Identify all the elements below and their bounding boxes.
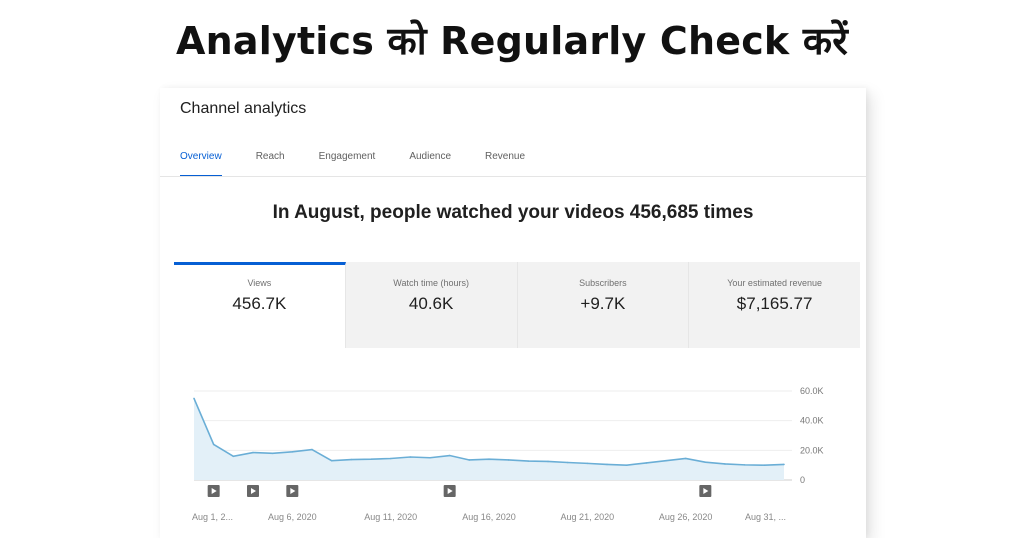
metric-label: Subscribers [579, 278, 627, 288]
metric-value: 40.6K [408, 294, 454, 313]
tab-overview[interactable]: Overview [180, 151, 222, 177]
data-point [212, 443, 215, 446]
page-title: Analytics को Regularly Check करें [176, 19, 848, 63]
data-point [586, 462, 589, 465]
data-point [389, 457, 392, 460]
x-tick-label: Aug 26, 2020 [659, 512, 713, 522]
x-tick-label: Aug 11, 2020 [364, 512, 417, 522]
data-point [409, 456, 412, 458]
data-point [507, 459, 510, 461]
data-point [370, 458, 372, 461]
data-point [468, 459, 471, 461]
metric-value: 456.7K [232, 294, 287, 313]
tab-engagement[interactable]: Engagement [318, 151, 376, 162]
play-icon [251, 488, 256, 494]
x-tick-label: Aug 31, ... [745, 512, 786, 522]
y-tick-label: 40.0K [800, 416, 824, 426]
data-point [193, 397, 195, 400]
views-area [194, 398, 784, 480]
y-tick-label: 60.0K [800, 386, 824, 396]
metric-card-watch-time[interactable]: Watch time (hours) 40.6K [345, 262, 518, 348]
tab-bar: Overview Reach Engagement Audience Reven… [180, 151, 559, 177]
summary-headline: In August, people watched your videos 45… [272, 202, 754, 223]
data-point [704, 461, 707, 463]
tab-revenue[interactable]: Revenue [485, 151, 526, 162]
metric-cards: Views 456.7K Watch time (hours) 40.6K Su… [174, 262, 860, 348]
data-point [330, 459, 333, 462]
metric-value: $7,165.77 [736, 294, 813, 313]
metric-label: Your estimated revenue [727, 278, 822, 288]
data-point [232, 455, 235, 458]
data-point [645, 462, 648, 464]
x-tick-label: Aug 6, 2020 [268, 512, 317, 522]
data-point [684, 457, 687, 460]
card-title: Channel analytics [180, 100, 307, 117]
play-icon [447, 488, 453, 494]
data-point [252, 451, 254, 454]
data-point [625, 464, 628, 466]
data-point [606, 463, 608, 466]
play-icon [703, 488, 709, 494]
play-icon [211, 488, 217, 494]
data-point [665, 459, 667, 462]
data-point [763, 464, 766, 466]
x-tick-label: Aug 16, 2020 [462, 512, 516, 522]
metric-label: Watch time (hours) [393, 278, 469, 288]
data-point [488, 458, 490, 461]
data-point [311, 448, 313, 451]
data-point [429, 456, 431, 459]
channel-analytics-card: Channel analytics Overview Reach Engagem… [160, 88, 866, 538]
metric-card-views[interactable]: Views 456.7K [174, 262, 346, 348]
data-point [527, 460, 530, 462]
data-point [566, 461, 569, 464]
data-point [350, 458, 353, 461]
data-point [547, 460, 549, 463]
data-point [724, 463, 726, 465]
metric-label: Views [247, 278, 272, 288]
views-chart: 60.0K 40.0K 20.0K 0 Aug 1, 2... Aug 6, 2020 Au… [160, 368, 866, 538]
x-tick-label: Aug 21, 2020 [561, 512, 615, 522]
x-tick-label: Aug 1, 2... [192, 512, 233, 522]
tab-audience[interactable]: Audience [409, 151, 452, 162]
metric-card-subscribers[interactable]: Subscribers +9.7K [517, 262, 690, 348]
metric-value: +9.7K [580, 294, 626, 313]
y-tick-label: 0 [800, 475, 805, 485]
play-icon [290, 488, 296, 494]
data-point [783, 463, 785, 466]
data-point [271, 452, 274, 455]
y-tick-label: 20.0K [800, 445, 824, 455]
tab-reach[interactable]: Reach [255, 151, 285, 162]
data-point [448, 454, 451, 457]
data-point [743, 464, 746, 466]
tabs-divider [160, 176, 866, 177]
metric-card-revenue[interactable]: Your estimated revenue $7,165.77 [689, 262, 860, 348]
views-chart-svg: 60.0K 40.0K 20.0K 0 Aug 1, 2... Aug 6, 2020 Au… [192, 386, 824, 522]
data-point [291, 451, 294, 453]
